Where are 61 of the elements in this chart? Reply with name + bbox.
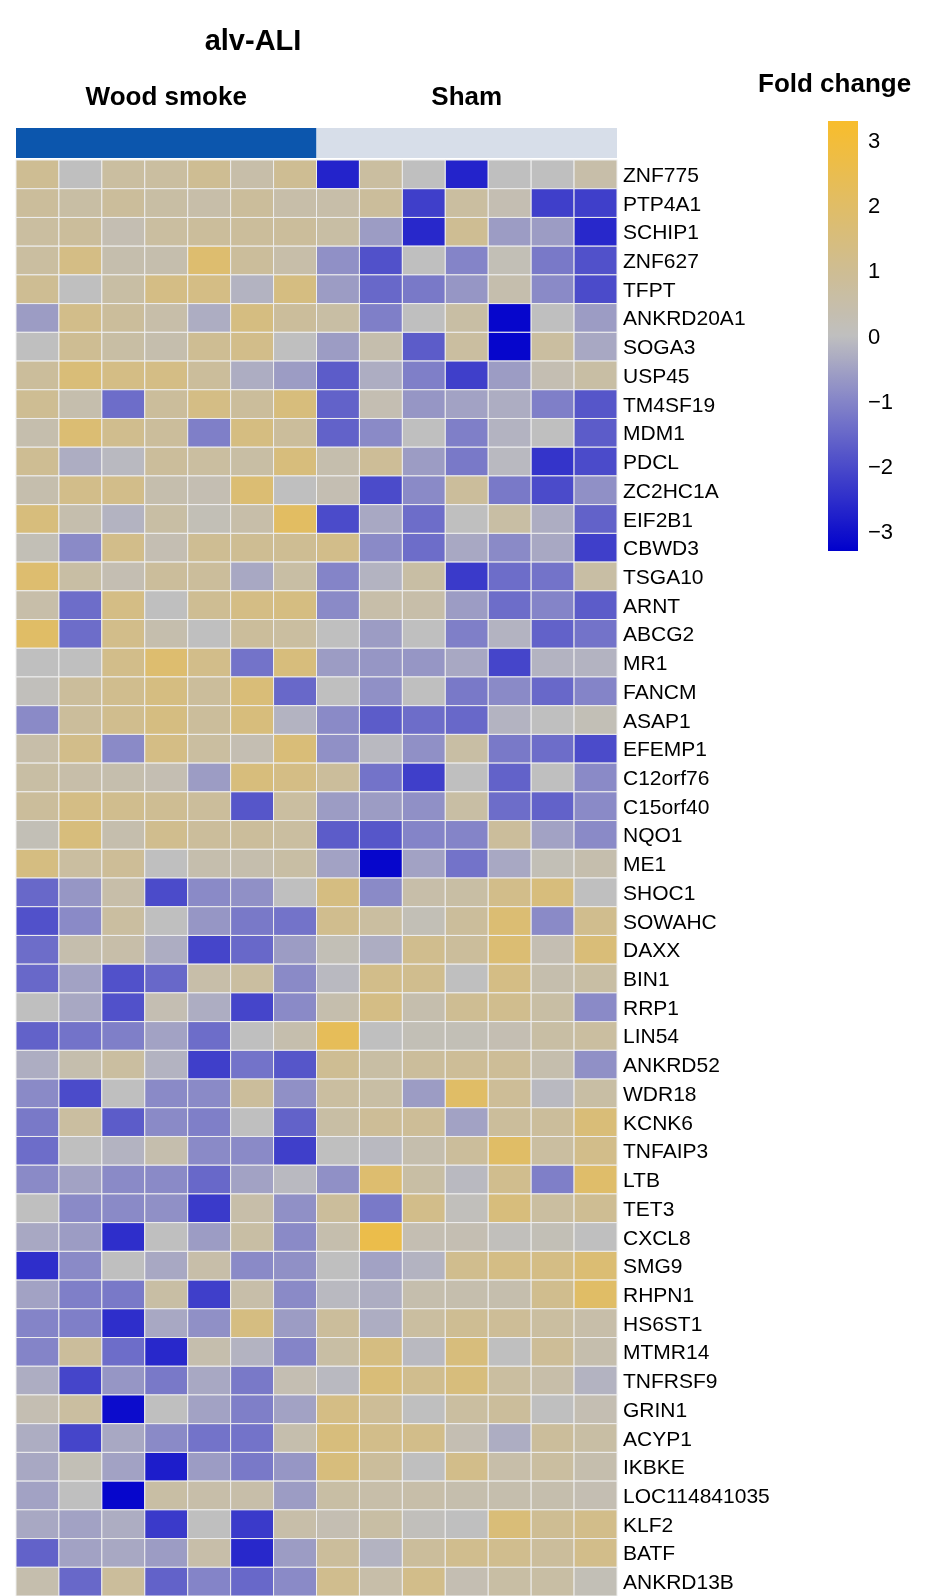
y-tick-label: C12orf76 bbox=[623, 765, 710, 789]
color-bar-label: −3 bbox=[868, 518, 894, 544]
y-tick-label: FANCM bbox=[623, 679, 697, 703]
y-tick-label: HS6ST1 bbox=[623, 1311, 703, 1335]
y-tick-label: SOGA3 bbox=[623, 335, 696, 359]
color-bar-label: −2 bbox=[868, 453, 894, 479]
text: Wood smoke bbox=[85, 81, 247, 111]
y-tick-label: USP45 bbox=[623, 363, 690, 387]
y-tick-label: KLF2 bbox=[623, 1512, 674, 1536]
y-tick-label: WDR18 bbox=[623, 1081, 697, 1105]
y-tick-label: ANKRD13B bbox=[623, 1570, 734, 1594]
y-tick-label: EFEMP1 bbox=[623, 737, 708, 761]
y-tick-label: SCHIP1 bbox=[623, 220, 699, 244]
y-tick-label: SOWAHC bbox=[623, 909, 717, 933]
y-tick-label: RHPN1 bbox=[623, 1282, 695, 1306]
y-tick-label: IKBKE bbox=[623, 1455, 685, 1479]
y-tick-label: CXCL8 bbox=[623, 1225, 691, 1249]
y-tick-label: BIN1 bbox=[623, 967, 670, 991]
y-tick-label: TNFRSF9 bbox=[623, 1369, 718, 1393]
y-tick-label: C15orf40 bbox=[623, 794, 710, 818]
y-tick-label: TM4SF19 bbox=[623, 392, 716, 416]
y-tick-label: SMG9 bbox=[623, 1254, 683, 1278]
y-tick-label: LIN54 bbox=[623, 1024, 680, 1048]
y-tick-label: LTB bbox=[623, 1168, 660, 1192]
y-tick-label: BATF bbox=[623, 1541, 676, 1565]
y-tick-label: LOC114841035 bbox=[623, 1483, 770, 1507]
y-tick-label: RRP1 bbox=[623, 995, 680, 1019]
y-tick-label: KCNK6 bbox=[623, 1110, 694, 1134]
y-tick-label: MR1 bbox=[623, 651, 668, 675]
y-tick-label: TNFAIP3 bbox=[623, 1139, 709, 1163]
y-tick-label: ZC2HC1A bbox=[623, 478, 719, 502]
y-tick-label: TET3 bbox=[623, 1196, 675, 1220]
y-tick-label: ZNF627 bbox=[623, 249, 699, 273]
y-tick-label: ANKRD20A1 bbox=[623, 306, 746, 330]
y-tick-label: PDCL bbox=[623, 450, 680, 474]
y-tick-label: ME1 bbox=[623, 852, 667, 876]
y-tick-label: TFPT bbox=[623, 277, 676, 301]
color-bar-title: Fold change bbox=[758, 68, 912, 98]
color-bar-label: 0 bbox=[868, 323, 881, 349]
y-tick-label: ACYP1 bbox=[623, 1426, 692, 1450]
y-tick-label: CBWD3 bbox=[623, 536, 699, 560]
color-bar-label: 3 bbox=[868, 128, 881, 154]
color-bar-label: 1 bbox=[868, 258, 881, 284]
y-tick-label: ZNF775 bbox=[623, 162, 699, 186]
y-tick-label: ARNT bbox=[623, 593, 681, 617]
y-tick-label: ASAP1 bbox=[623, 708, 691, 732]
y-tick-label: GRIN1 bbox=[623, 1397, 688, 1421]
chart-title: alv-ALI bbox=[204, 24, 302, 56]
y-tick-label: EIF2B1 bbox=[623, 507, 694, 531]
y-tick-label: ABCG2 bbox=[623, 622, 695, 646]
y-tick-label: SHOC1 bbox=[623, 880, 696, 904]
y-tick-label: PTP4A1 bbox=[623, 191, 702, 215]
color-bar-label: 2 bbox=[868, 193, 881, 219]
y-tick-label: MTMR14 bbox=[623, 1340, 710, 1364]
color-bar-label: −1 bbox=[868, 388, 894, 414]
y-tick-label: TSGA10 bbox=[623, 564, 704, 588]
y-tick-label: ANKRD52 bbox=[623, 1053, 720, 1077]
text: Sham bbox=[431, 81, 503, 111]
y-tick-label: MDM1 bbox=[623, 421, 685, 445]
y-tick-label: DAXX bbox=[623, 938, 681, 962]
y-tick-label: NQO1 bbox=[623, 823, 683, 847]
